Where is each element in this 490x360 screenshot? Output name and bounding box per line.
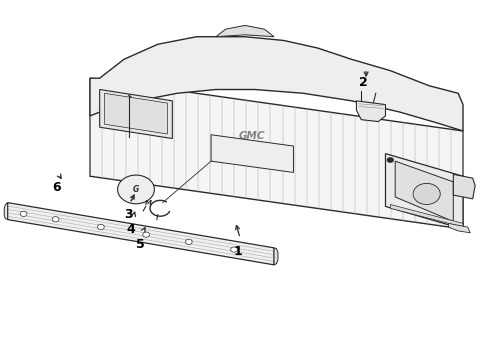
Polygon shape	[356, 101, 386, 122]
Circle shape	[185, 239, 192, 244]
Polygon shape	[99, 90, 172, 139]
Polygon shape	[448, 223, 470, 233]
Circle shape	[413, 183, 440, 204]
Polygon shape	[391, 204, 463, 227]
Circle shape	[20, 211, 27, 216]
Text: GMC: GMC	[239, 131, 266, 141]
Circle shape	[118, 175, 154, 204]
Polygon shape	[216, 26, 274, 37]
Text: G: G	[133, 185, 139, 194]
Text: M: M	[145, 200, 151, 206]
Polygon shape	[395, 161, 453, 221]
Circle shape	[98, 224, 104, 230]
Polygon shape	[104, 93, 168, 134]
Polygon shape	[4, 203, 8, 220]
Text: 5: 5	[137, 238, 145, 251]
Polygon shape	[90, 78, 463, 229]
Text: 1: 1	[233, 245, 242, 258]
Text: 2: 2	[359, 76, 368, 89]
Circle shape	[231, 247, 238, 252]
Text: 4: 4	[127, 222, 136, 235]
Circle shape	[387, 157, 394, 163]
Polygon shape	[386, 154, 463, 229]
Polygon shape	[8, 203, 274, 265]
Polygon shape	[90, 37, 463, 131]
Polygon shape	[453, 174, 475, 199]
Circle shape	[52, 217, 59, 222]
Polygon shape	[274, 248, 278, 265]
Text: 6: 6	[52, 181, 60, 194]
Polygon shape	[211, 135, 294, 172]
Text: 3: 3	[124, 207, 133, 221]
Circle shape	[143, 232, 149, 237]
